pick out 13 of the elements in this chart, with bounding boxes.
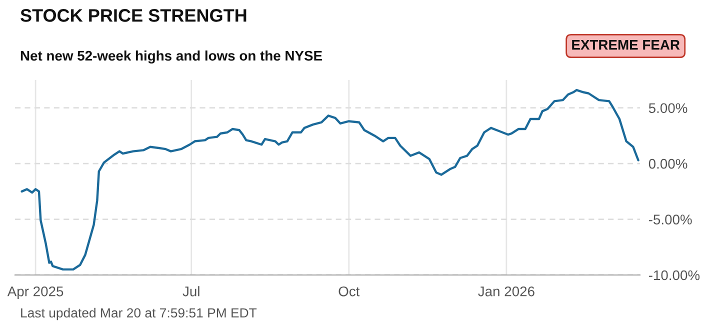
y-tick-label: -5.00%	[648, 214, 692, 224]
x-tick-label: Jul	[182, 286, 200, 296]
x-tick-label: Jan 2026	[478, 286, 534, 296]
x-tick-label: Oct	[338, 286, 360, 296]
text: Last updated Mar 20 at 7:59:51 PM EDT	[21, 308, 257, 320]
line-series	[20, 88, 640, 271]
y-tick-label: 0.00%	[648, 158, 688, 169]
x-tick-label: Apr 2025	[7, 286, 64, 300]
chart-subtitle: Net new 52-week highs and lows on the NYSE	[20, 50, 322, 64]
y-tick-label: -10.00%	[648, 270, 700, 280]
text: EXTREME FEAR	[572, 40, 680, 50]
chart-title: STOCK PRICE STRENGTH	[20, 9, 246, 22]
y-tick-label: 5.00%	[648, 103, 688, 114]
